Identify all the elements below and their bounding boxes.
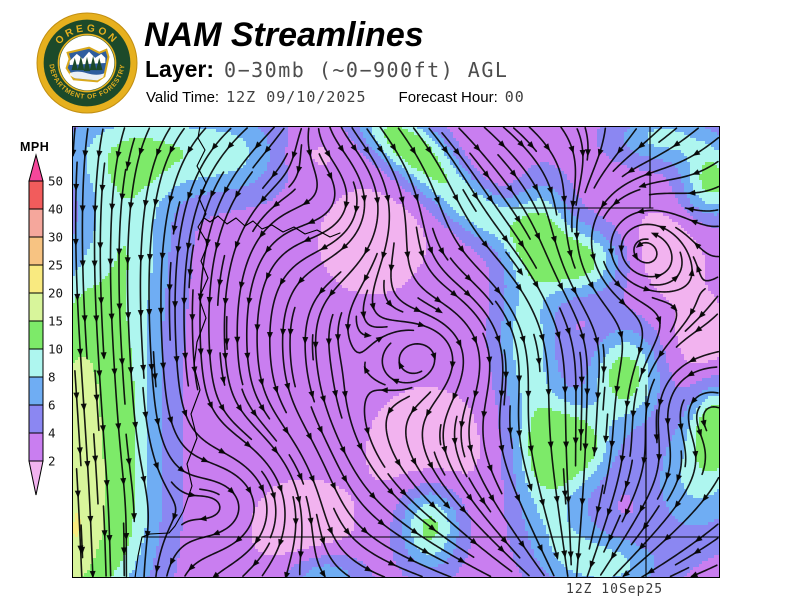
model-run-stamp: 12Z 10Sep25 [566,582,664,597]
legend-segment-2-4 [28,432,44,462]
streamline-map-canvas [72,126,720,578]
layer-label: Layer: [145,56,215,82]
legend-tick-label: 20 [48,286,63,301]
legend-segment-6-8 [28,376,44,406]
legend-segment-4-6 [28,404,44,434]
forecast-hour-value: 00 [504,88,525,106]
legend-tick-label: 50 [48,174,63,189]
legend-tick-label: 2 [48,454,56,469]
legend-tick-label: 8 [48,370,56,385]
logo-state-emblem [65,46,110,83]
legend-tick-label: 4 [48,426,56,441]
forecast-hour-label: Forecast Hour: [398,89,498,106]
legend-units-label: MPH [20,140,50,154]
legend-segment-10-15 [28,320,44,350]
legend-segment-25-30 [28,236,44,266]
legend-segment-30-40 [28,208,44,238]
legend-segment-40-50 [28,180,44,210]
legend-tip-over-50 [28,153,44,182]
layer-row: Layer: 0−30mb (~0−900ft) AGL [145,56,508,83]
legend-tick-label: 30 [48,230,63,245]
legend-segment-20-25 [28,264,44,294]
legend-tick-label: 25 [48,258,63,273]
legend-tick-label: 40 [48,202,63,217]
legend-tip-under-2 [28,460,44,496]
legend-tick-label: 10 [48,342,63,357]
page-title: NAM Streamlines [144,16,424,54]
valid-time-row: Valid Time: 12Z 09/10/2025 Forecast Hour… [146,88,525,106]
layer-value: 0−30mb (~0−900ft) AGL [224,58,509,82]
legend-segment-15-20 [28,292,44,322]
legend-segment-8-10 [28,348,44,378]
valid-time-value: 12Z 09/10/2025 [226,88,367,106]
valid-time-label: Valid Time: [146,89,220,106]
legend-tick-label: 6 [48,398,56,413]
odf-logo: OREGON DEPARTMENT OF FORESTRY [36,12,138,114]
wind-speed-colorbar: 50 40 30 25 20 15 10 8 6 4 2 [28,153,63,496]
logo-inner-gold-ring [57,33,117,93]
legend-tick-label: 15 [48,314,63,329]
